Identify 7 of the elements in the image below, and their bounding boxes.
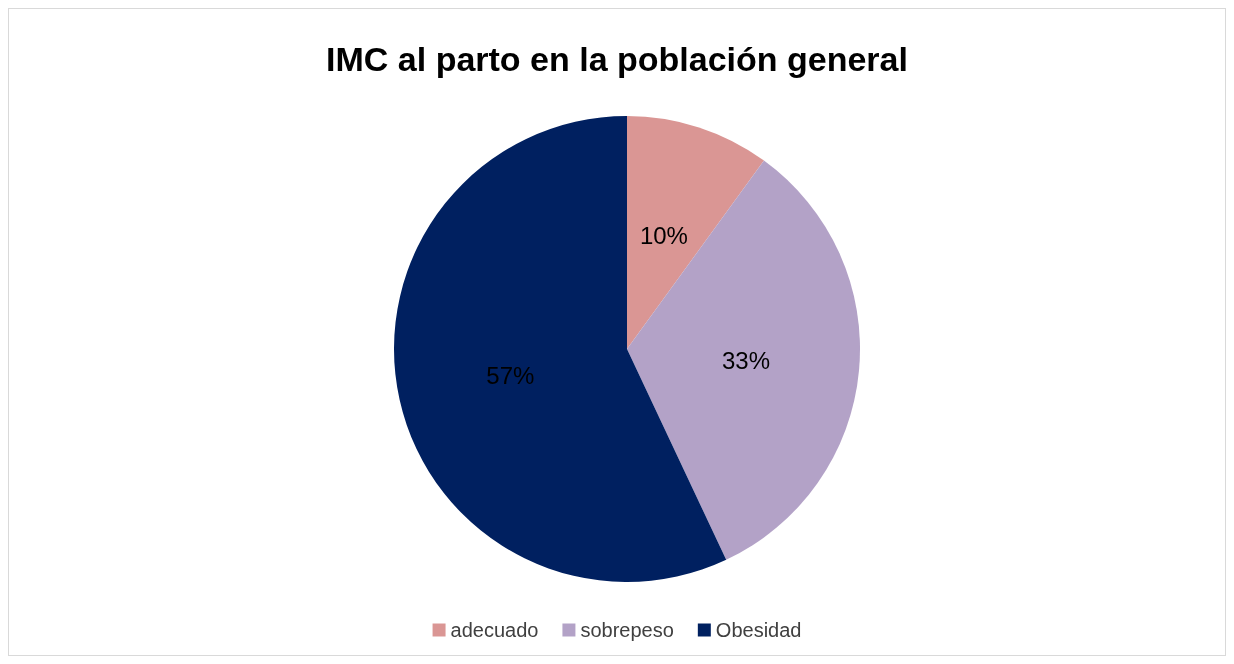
chart-title: IMC al parto en la población general [326,40,908,78]
data-label: 10% [639,221,688,249]
legend-label: sobrepeso [580,619,674,641]
data-label: 33% [721,346,770,374]
legend-label: Obesidad [715,619,802,641]
legend-label: adecuado [450,619,539,641]
data-label: 57% [486,361,535,389]
